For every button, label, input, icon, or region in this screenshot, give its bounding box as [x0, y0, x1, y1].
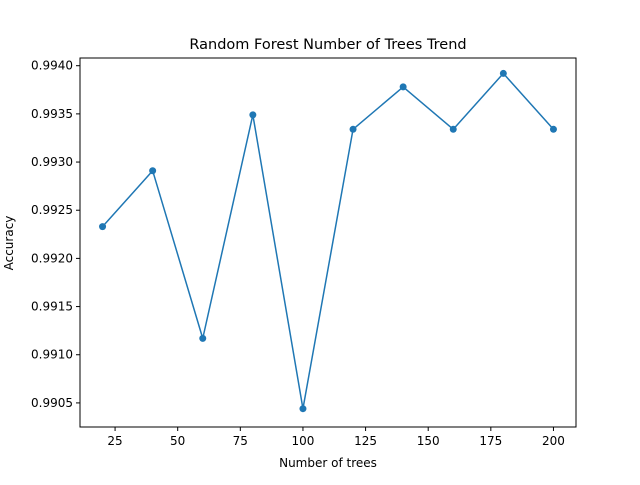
y-tick-label: 0.9915 [31, 300, 73, 314]
y-axis-ticks: 0.9905 0.9910 0.9915 0.9920 0.9925 0.9930 0.99… [31, 59, 80, 410]
x-axis-ticks: 25 50 75 100 125 150 175 200 [107, 427, 565, 448]
x-tick-label: 200 [542, 434, 565, 448]
chart-title: Random Forest Number of Trees Trend [189, 37, 466, 53]
plot-area [99, 69, 557, 413]
data-point [499, 69, 507, 77]
series-line [101, 72, 555, 410]
x-tick-label: 150 [417, 434, 440, 448]
y-tick-label: 0.9940 [31, 59, 73, 73]
y-tick-label: 0.9910 [31, 348, 73, 362]
data-point [349, 125, 357, 133]
x-tick-label: 50 [170, 434, 185, 448]
y-tick-label: 0.9935 [31, 107, 73, 121]
y-tick-label: 0.9905 [31, 396, 73, 410]
data-point [449, 125, 457, 133]
x-tick-label: 175 [479, 434, 502, 448]
data-point [299, 405, 307, 413]
data-point [99, 223, 107, 231]
data-point [549, 125, 557, 133]
x-axis-label: Number of trees [279, 456, 377, 470]
y-tick-label: 0.9925 [31, 203, 73, 217]
data-point [399, 83, 407, 91]
x-tick-label: 75 [233, 434, 248, 448]
x-tick-label: 125 [354, 434, 377, 448]
axes-frame [79, 57, 577, 428]
y-tick-label: 0.9920 [31, 251, 73, 265]
y-tick-label: 0.9930 [31, 155, 73, 169]
x-tick-label: 100 [291, 434, 314, 448]
x-tick-label: 25 [107, 434, 122, 448]
data-point [199, 334, 207, 342]
data-point [149, 167, 157, 175]
y-axis-label: Accuracy [2, 216, 16, 271]
data-point [249, 111, 257, 119]
